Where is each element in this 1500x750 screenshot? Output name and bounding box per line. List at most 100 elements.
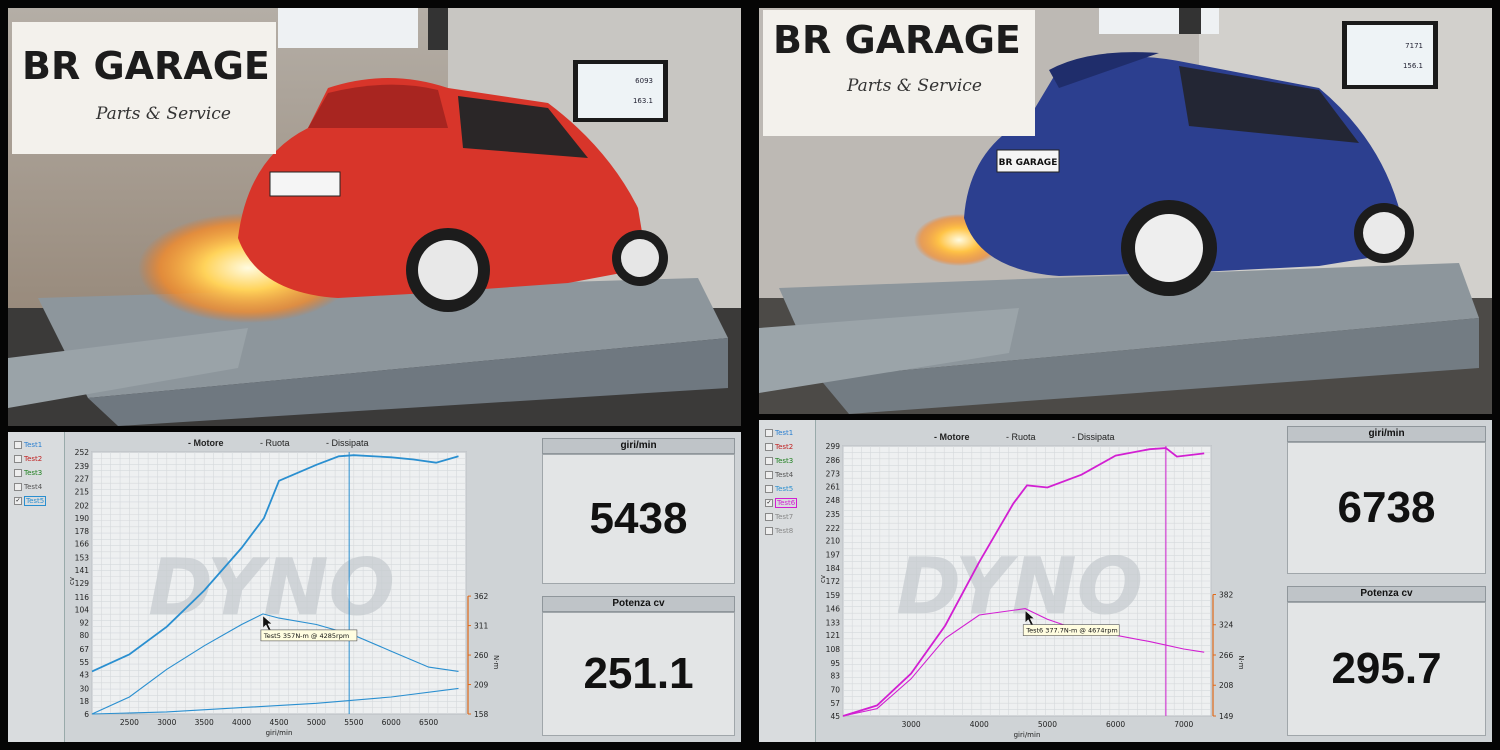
- legend-checkbox[interactable]: [765, 457, 773, 465]
- y-tick-label: 57: [830, 699, 840, 708]
- x-tick-label: 3500: [195, 718, 214, 727]
- y-tick-label: 104: [75, 606, 90, 615]
- legend-item-test7[interactable]: Test7: [765, 510, 815, 524]
- x-tick-label: 5500: [344, 718, 363, 727]
- y-tick-label: 215: [75, 487, 90, 496]
- tooltip-box: [260, 629, 358, 642]
- legend-checkbox[interactable]: [765, 513, 773, 521]
- legend-label: Test3: [24, 469, 43, 477]
- y-tick-label: 95: [830, 659, 840, 668]
- legend-label: Test4: [24, 483, 43, 491]
- rpm-readout: giri/min 5438: [536, 432, 741, 590]
- torque-tick-label: 382: [1219, 591, 1234, 600]
- torque-axis-label: N·m: [1237, 655, 1245, 669]
- legend-label: Test4: [775, 471, 794, 479]
- y-tick-label: 133: [826, 618, 841, 627]
- x-axis-label: giri/min: [1014, 731, 1041, 739]
- legend-checkbox[interactable]: [14, 469, 22, 477]
- legend-item-test4[interactable]: Test4: [765, 468, 815, 482]
- y-axis-label: cv: [819, 575, 827, 583]
- legend-item-test5[interactable]: ✓ Test5: [14, 494, 64, 508]
- legend-label: Test3: [775, 457, 794, 465]
- y-tick-label: 202: [75, 501, 90, 510]
- rpm-label: giri/min: [1287, 426, 1486, 442]
- series-line-1: [91, 613, 459, 715]
- y-tick-label: 210: [826, 537, 841, 546]
- header-dissipata: - Dissipata: [326, 438, 369, 448]
- legend-checkbox[interactable]: [14, 483, 22, 491]
- dyno-watermark: DYNO: [148, 543, 395, 633]
- series-line-0: [91, 454, 459, 673]
- legend-item-test5[interactable]: Test5: [765, 482, 815, 496]
- power-readout: Potenza cv 251.1: [536, 590, 741, 742]
- tooltip-text: Test6 377.7N-m @ 4674rpm: [1025, 627, 1117, 635]
- y-tick-label: 235: [826, 510, 841, 519]
- power-label: Potenza cv: [542, 596, 735, 612]
- monitor-power: 163.1: [633, 97, 653, 105]
- y-tick-label: 18: [79, 697, 89, 706]
- legend-checkbox[interactable]: [765, 485, 773, 493]
- dyno-watermark: DYNO: [896, 542, 1143, 632]
- dyno-photo-red-car: 6093 163.1 BR GARAGE Parts & Service: [8, 8, 741, 426]
- dyno-photo-blue-car: BR GARAGE 7171 156.1 BR GARAGE Parts & S…: [759, 8, 1492, 414]
- y-tick-label: 172: [826, 577, 841, 586]
- y-tick-label: 227: [75, 475, 90, 484]
- y-tick-label: 197: [826, 550, 841, 559]
- dyno-screen-left: Test1 Test2 Test3 Test4 ✓ Test5 - Motore - Ru…: [8, 432, 741, 742]
- y-tick-label: 178: [75, 527, 90, 536]
- y-tick-label: 43: [79, 671, 89, 680]
- legend-checkbox[interactable]: [765, 527, 773, 535]
- curve-header: - Motore - Ruota - Dissipata: [188, 438, 369, 448]
- rpm-value: 5438: [542, 454, 735, 584]
- power-readout: Potenza cv 295.7: [1281, 580, 1492, 742]
- x-tick-label: 7000: [1174, 720, 1193, 729]
- legend-item-test8[interactable]: Test8: [765, 524, 815, 538]
- series-line-0: [842, 447, 1205, 717]
- header-dissipata: - Dissipata: [1072, 432, 1115, 442]
- legend-checkbox[interactable]: [765, 443, 773, 451]
- legend-item-test6[interactable]: ✓ Test6: [765, 496, 815, 510]
- legend-checkbox[interactable]: [14, 441, 22, 449]
- curve-header: - Motore - Ruota - Dissipata: [934, 432, 1115, 442]
- dyno-screen-right: Test1 Test2 Test3 Test4 Test5 ✓ Test6 Test7 Test…: [759, 420, 1492, 742]
- monitor-rpm: 7171: [1405, 42, 1423, 50]
- legend-checkbox[interactable]: [765, 429, 773, 437]
- header-ruota: - Ruota: [260, 438, 290, 448]
- legend-item-test3[interactable]: Test3: [14, 466, 64, 480]
- garage-sign: BR GARAGE Parts & Service: [12, 22, 276, 154]
- torque-tick-label: 362: [474, 592, 489, 601]
- legend-item-test1[interactable]: Test1: [765, 426, 815, 440]
- torque-tick-label: 266: [1219, 651, 1234, 660]
- y-tick-label: 252: [75, 448, 90, 457]
- torque-tooltip: Test6 377.7N-m @ 4674rpm: [1022, 624, 1120, 636]
- y-tick-label: 67: [79, 645, 89, 654]
- legend-item-test1[interactable]: Test1: [14, 438, 64, 452]
- rpm-value: 6738: [1287, 442, 1486, 574]
- power-torque-chart: DYNO 6 18 30 43 55 67 80 92 104 116 129 141 153 166 178…: [68, 448, 500, 737]
- legend-item-test2[interactable]: Test2: [765, 440, 815, 454]
- legend-item-test4[interactable]: Test4: [14, 480, 64, 494]
- torque-tick-label: 158: [474, 710, 489, 719]
- x-tick-label: 4500: [269, 718, 288, 727]
- y-tick-label: 222: [826, 524, 841, 533]
- legend-label: Test2: [775, 443, 794, 451]
- y-tick-label: 248: [826, 496, 841, 505]
- torque-tooltip: Test5 357N-m @ 4285rpm: [260, 629, 358, 642]
- test-legend-panel: Test1 Test2 Test3 Test4 Test5 ✓ Test6 Test7 Test…: [759, 420, 816, 742]
- y-tick-label: 30: [79, 684, 89, 693]
- legend-checkbox[interactable]: ✓: [14, 497, 22, 505]
- x-tick-label: 6000: [382, 718, 401, 727]
- x-tick-label: 2500: [120, 718, 139, 727]
- legend-item-test3[interactable]: Test3: [765, 454, 815, 468]
- legend-checkbox[interactable]: [765, 471, 773, 479]
- legend-item-test2[interactable]: Test2: [14, 452, 64, 466]
- y-tick-label: 6: [84, 710, 89, 719]
- legend-checkbox[interactable]: [14, 455, 22, 463]
- torque-tick-label: 149: [1219, 712, 1234, 721]
- y-tick-label: 108: [826, 645, 841, 654]
- x-tick-label: 5000: [1038, 720, 1057, 729]
- legend-checkbox[interactable]: ✓: [765, 499, 773, 507]
- rpm-readout: giri/min 6738: [1281, 420, 1492, 580]
- header-motore: - Motore: [934, 432, 970, 442]
- garage-sign: BR GARAGE Parts & Service: [763, 10, 1035, 136]
